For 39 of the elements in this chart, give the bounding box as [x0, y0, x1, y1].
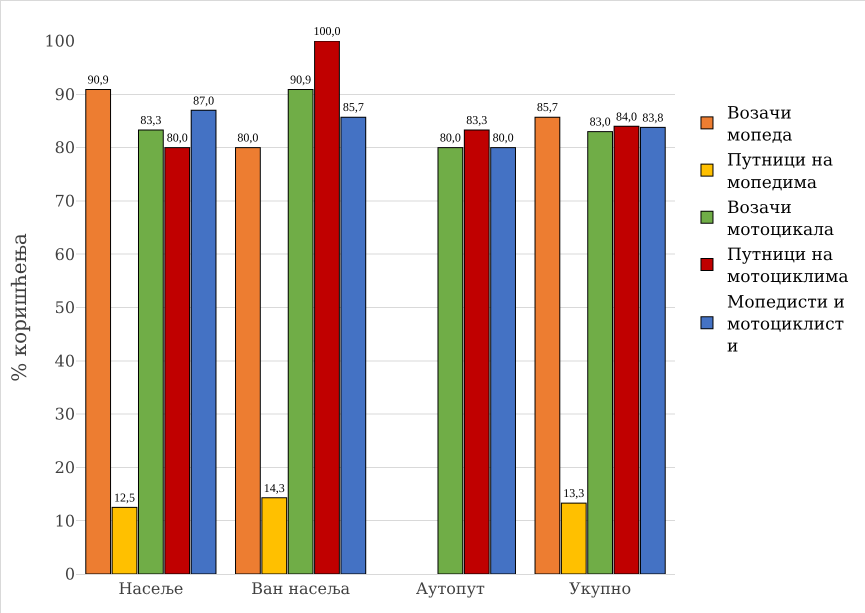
y-tick-label: 30	[54, 404, 75, 424]
data-label: 13,3	[563, 486, 584, 500]
data-label: 80,0	[166, 130, 188, 145]
x-tick-label: Ван насеља	[251, 579, 350, 598]
data-label: 87,0	[193, 93, 214, 108]
data-label: 14,3	[264, 480, 285, 495]
data-label: 90,9	[88, 72, 109, 86]
legend-label: Путници на мопедима	[726, 150, 834, 193]
legend-label: Мопедисти и мотоциклисти	[726, 292, 845, 356]
data-label: 80,0	[440, 130, 461, 145]
data-label: 85,7	[342, 100, 364, 114]
data-label: 83,0	[590, 114, 611, 129]
y-tick-label: 60	[54, 244, 75, 264]
x-tick-label: Аутопут	[416, 579, 485, 598]
legend-label: Возачи мопеда	[726, 103, 792, 146]
y-tick-label: 10	[54, 511, 75, 530]
y-tick-label: 50	[54, 298, 75, 318]
data-label: 85,7	[536, 100, 558, 114]
y-tick-label: 80	[54, 138, 75, 158]
data-label: 83,8	[642, 110, 664, 124]
data-label: 84,0	[616, 109, 637, 124]
y-tick-label: 90	[54, 84, 75, 104]
x-tick-label: Насеље	[118, 579, 184, 598]
data-label: 80,0	[492, 130, 514, 145]
data-label: 100,0	[313, 24, 340, 38]
y-tick-label: 40	[54, 351, 75, 370]
data-label: 90,9	[290, 72, 312, 86]
y-tick-label: 70	[54, 192, 75, 210]
x-tick-label: Укупно	[569, 579, 632, 598]
legend-label: Возачи мотоцикала	[726, 198, 834, 240]
data-label: 83,3	[140, 113, 162, 128]
data-label: 12,5	[114, 490, 136, 504]
y-tick-label: 100	[44, 32, 75, 51]
data-label: 80,0	[237, 130, 258, 145]
y-tick-label: 20	[54, 458, 75, 477]
y-tick-label: 0	[64, 564, 75, 584]
legend-label: Путници на мотоциклима	[726, 245, 848, 288]
data-label: 83,3	[466, 113, 488, 128]
y-axis-title: % коришћења	[7, 233, 31, 382]
